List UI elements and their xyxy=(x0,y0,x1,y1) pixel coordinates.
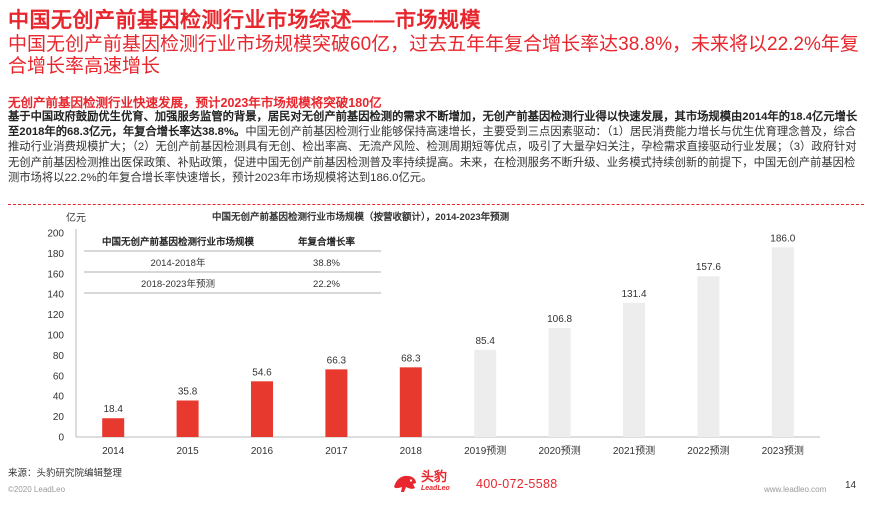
y-tick-label: 0 xyxy=(58,433,64,444)
data-label: 186.0 xyxy=(770,233,795,244)
bar-2021预测 xyxy=(623,302,645,437)
chart-title: 中国无创产前基因检测行业市场规模（按营收额计），2014-2023年预测 xyxy=(212,212,510,223)
bar-2019预测 xyxy=(474,349,497,437)
y-tick-label: 140 xyxy=(47,290,64,301)
data-label: 68.3 xyxy=(401,353,421,364)
data-label: 131.4 xyxy=(621,289,646,300)
bar-2020预测 xyxy=(548,328,571,437)
page-number: 14 xyxy=(845,480,857,491)
table-cell: 2018-2023年预测 xyxy=(141,278,215,290)
y-axis-unit-label: 亿元 xyxy=(66,211,86,224)
y-tick-label: 160 xyxy=(47,269,64,280)
y-tick-label: 40 xyxy=(53,392,65,403)
source-note: 来源：头豹研究院编辑整理 xyxy=(8,468,123,479)
body-bold-text: 基于中国政府鼓励优生优育、加强服务监管的背景，居民对无创产前基因检测的需求不断增… xyxy=(8,111,858,139)
bar-2016 xyxy=(251,381,273,437)
leadleo-logo: 头豹 LeadLeo xyxy=(392,469,450,495)
logo-en-text: LeadLeo xyxy=(421,485,450,492)
x-tick-label: 2016 xyxy=(251,446,274,457)
section-body: 基于中国政府鼓励优生优育、加强服务监管的背景，居民对无创产前基因检测的需求不断增… xyxy=(8,110,860,186)
x-tick-label: 2019预测 xyxy=(464,444,506,457)
x-tick-label: 2021预测 xyxy=(613,444,655,457)
phone-number: 400-072-5588 xyxy=(476,477,558,491)
y-tick-label: 100 xyxy=(47,331,64,342)
x-tick-label: 2014 xyxy=(102,446,125,457)
data-label: 106.8 xyxy=(547,314,572,325)
y-tick-label: 120 xyxy=(47,310,64,321)
section-heading: 无创产前基因检测行业快速发展，预计2023年市场规模将突破180亿 xyxy=(8,96,382,110)
y-tick-label: 20 xyxy=(53,412,65,423)
y-tick-label: 200 xyxy=(47,229,64,240)
bar-2022预测 xyxy=(697,276,720,437)
bar-2014 xyxy=(102,418,125,437)
data-label: 18.4 xyxy=(103,404,123,415)
x-tick-label: 2023预测 xyxy=(762,444,804,457)
page-title: 中国无创产前基因检测行业市场综述——市场规模 xyxy=(8,9,481,32)
website-url: www.leadleo.com xyxy=(764,485,827,494)
divider-line xyxy=(8,204,864,205)
table-header-cell: 年复合增长率 xyxy=(298,236,356,248)
data-label: 35.8 xyxy=(178,386,198,397)
bar-2015 xyxy=(176,400,199,437)
bar-2017 xyxy=(325,369,348,437)
body-rest-text: 中国无创产前基因检测行业能够保持高速增长，主要受到三点因素驱动：（1）居民消费能… xyxy=(8,126,857,184)
table-cell: 38.8% xyxy=(313,258,340,269)
logo-cn-text: 头豹 xyxy=(421,469,448,484)
y-tick-label: 60 xyxy=(53,371,65,382)
x-tick-label: 2020预测 xyxy=(538,444,580,457)
data-label: 54.6 xyxy=(252,367,272,378)
page-subtitle: 中国无创产前基因检测行业市场规模突破60亿，过去五年年复合增长率达38.8%，未… xyxy=(8,34,859,77)
table-cell: 22.2% xyxy=(313,279,340,290)
data-label: 66.3 xyxy=(327,355,347,366)
x-tick-label: 2022预测 xyxy=(687,444,729,457)
y-tick-label: 180 xyxy=(47,249,64,260)
x-tick-label: 2015 xyxy=(176,446,199,457)
bar-2018 xyxy=(399,367,422,437)
table-header-cell: 中国无创产前基因检测行业市场规模 xyxy=(102,236,255,248)
data-label: 157.6 xyxy=(696,262,721,273)
x-tick-label: 2017 xyxy=(325,446,348,457)
data-label: 85.4 xyxy=(475,336,495,347)
bar-2023预测 xyxy=(771,247,794,437)
table-cell: 2014-2018年 xyxy=(151,257,206,269)
copyright: ©2020 LeadLeo xyxy=(8,485,66,494)
x-tick-label: 2018 xyxy=(400,446,423,457)
leopard-icon xyxy=(394,475,416,492)
y-tick-label: 80 xyxy=(53,351,65,362)
